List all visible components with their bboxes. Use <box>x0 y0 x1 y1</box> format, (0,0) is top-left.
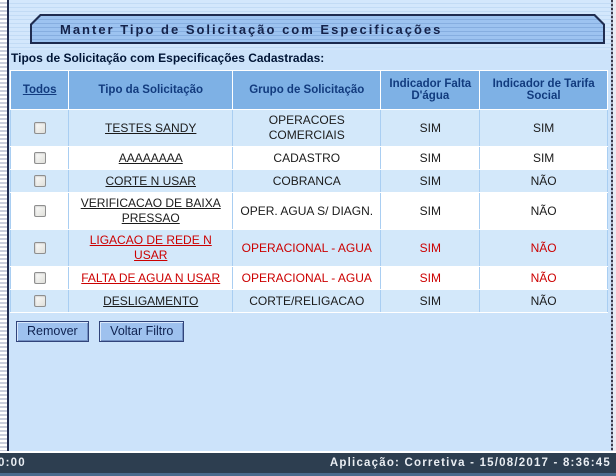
left-border-line <box>7 0 9 452</box>
row-checkbox[interactable] <box>33 175 46 188</box>
solicitacao-table: Todos Tipo da Solicitação Grupo de Solic… <box>9 70 608 313</box>
table-row: AAAAAAAA CADASTRO SIM SIM <box>9 146 608 170</box>
indicador-tarifa-social-cell: NÃO <box>479 192 608 230</box>
remove-button[interactable]: Remover <box>16 321 89 342</box>
indicador-falta-dagua-cell: SIM <box>380 192 481 230</box>
select-all-link[interactable]: Todos <box>22 84 57 96</box>
tipo-solicitacao-link[interactable]: FALTA DE AGUA N USAR <box>81 270 221 285</box>
tipo-solicitacao-cell: VERIFICACAO DE BAIXA PRESSAO <box>68 192 234 230</box>
grupo-solicitacao-cell: CORTE/RELIGACAO <box>232 289 382 313</box>
row-checkbox-cell <box>9 289 70 313</box>
status-timer: 0:00 <box>0 457 26 469</box>
page-title-fill: Manter Tipo de Solicitação com Especific… <box>32 16 603 42</box>
table-row: VERIFICACAO DE BAIXA PRESSAO OPER. AGUA S… <box>9 192 608 230</box>
right-border-line <box>611 0 613 452</box>
main-content: Manter Tipo de Solicitação com Especific… <box>9 0 611 452</box>
page-title: Manter Tipo de Solicitação com Especific… <box>60 21 443 37</box>
header-cell-tipo: Tipo da Solicitação <box>68 70 234 110</box>
tipo-solicitacao-cell: AAAAAAAA <box>68 146 234 170</box>
row-checkbox-cell <box>9 192 70 230</box>
tipo-solicitacao-cell: TESTES SANDY <box>68 109 234 147</box>
tipo-solicitacao-cell: DESLIGAMENTO <box>68 289 234 313</box>
indicador-tarifa-social-cell: NÃO <box>479 289 608 313</box>
row-checkbox-cell <box>9 229 70 267</box>
tipo-solicitacao-link[interactable]: VERIFICACAO DE BAIXA PRESSAO <box>80 196 221 225</box>
status-app-info: Aplicação: Corretiva - 15/08/2017 - 8:36… <box>329 457 611 469</box>
row-checkbox[interactable] <box>33 122 46 135</box>
indicador-falta-dagua-cell: SIM <box>380 146 481 170</box>
back-filter-button[interactable]: Voltar Filtro <box>99 321 185 342</box>
tipo-solicitacao-link[interactable]: LIGACAO DE REDE N USAR <box>89 233 212 262</box>
tipo-solicitacao-link[interactable]: CORTE N USAR <box>105 173 196 188</box>
tipo-solicitacao-link[interactable]: TESTES SANDY <box>105 120 197 135</box>
action-buttons: Remover Voltar Filtro <box>16 321 611 342</box>
tipo-solicitacao-cell: FALTA DE AGUA N USAR <box>68 266 234 290</box>
row-checkbox-cell <box>9 109 70 147</box>
tipo-solicitacao-link[interactable]: DESLIGAMENTO <box>103 293 199 308</box>
left-decor-strip <box>0 0 7 452</box>
row-checkbox[interactable] <box>33 272 46 285</box>
row-checkbox[interactable] <box>33 242 46 255</box>
table-header-row: Todos Tipo da Solicitação Grupo de Solic… <box>9 70 608 110</box>
row-checkbox[interactable] <box>33 295 46 308</box>
row-checkbox-cell <box>9 146 70 170</box>
tipo-solicitacao-cell: LIGACAO DE REDE N USAR <box>68 229 234 267</box>
row-checkbox-cell <box>9 169 70 193</box>
grupo-solicitacao-cell: CADASTRO <box>232 146 382 170</box>
status-bar: 0:00 Aplicação: Corretiva - 15/08/2017 -… <box>0 451 616 473</box>
table-row: LIGACAO DE REDE N USAR OPERACIONAL - AGUA… <box>9 229 608 267</box>
row-checkbox[interactable] <box>33 205 46 218</box>
right-decor-strip <box>613 0 616 452</box>
grupo-solicitacao-cell: OPERACOES COMERCIAIS <box>232 109 382 147</box>
table-row: FALTA DE AGUA N USAR OPERACIONAL - AGUA SI… <box>9 266 608 290</box>
table-row: TESTES SANDY OPERACOES COMERCIAIS SIM SIM <box>9 109 608 147</box>
table-row: CORTE N USAR COBRANCA SIM NÃO <box>9 169 608 193</box>
indicador-falta-dagua-cell: SIM <box>380 266 481 290</box>
grupo-solicitacao-cell: OPERACIONAL - AGUA <box>232 229 382 267</box>
header-cell-falta-dagua: Indicador Falta D'água <box>380 70 481 110</box>
indicador-falta-dagua-cell: SIM <box>380 109 481 147</box>
indicador-falta-dagua-cell: SIM <box>380 169 481 193</box>
grupo-solicitacao-cell: OPERACIONAL - AGUA <box>232 266 382 290</box>
table-row: DESLIGAMENTO CORTE/RELIGACAO SIM NÃO <box>9 289 608 313</box>
bottom-edge-line <box>0 473 616 476</box>
page-title-bar: Manter Tipo de Solicitação com Especific… <box>30 14 605 44</box>
indicador-falta-dagua-cell: SIM <box>380 289 481 313</box>
grupo-solicitacao-cell: OPER. AGUA S/ DIAGN. <box>232 192 382 230</box>
indicador-tarifa-social-cell: NÃO <box>479 266 608 290</box>
header-cell-todos: Todos <box>9 70 70 110</box>
header-cell-grupo: Grupo de Solicitação <box>232 70 382 110</box>
indicador-tarifa-social-cell: NÃO <box>479 169 608 193</box>
indicador-falta-dagua-cell: SIM <box>380 229 481 267</box>
grupo-solicitacao-cell: COBRANCA <box>232 169 382 193</box>
tipo-solicitacao-link[interactable]: AAAAAAAA <box>118 150 183 165</box>
indicador-tarifa-social-cell: SIM <box>479 109 608 147</box>
indicador-tarifa-social-cell: NÃO <box>479 229 608 267</box>
indicador-tarifa-social-cell: SIM <box>479 146 608 170</box>
tipo-solicitacao-cell: CORTE N USAR <box>68 169 234 193</box>
header-cell-tarifa-social: Indicador de Tarifa Social <box>479 70 608 110</box>
row-checkbox[interactable] <box>33 152 46 165</box>
section-label: Tipos de Solicitação com Especificações … <box>11 51 325 65</box>
row-checkbox-cell <box>9 266 70 290</box>
